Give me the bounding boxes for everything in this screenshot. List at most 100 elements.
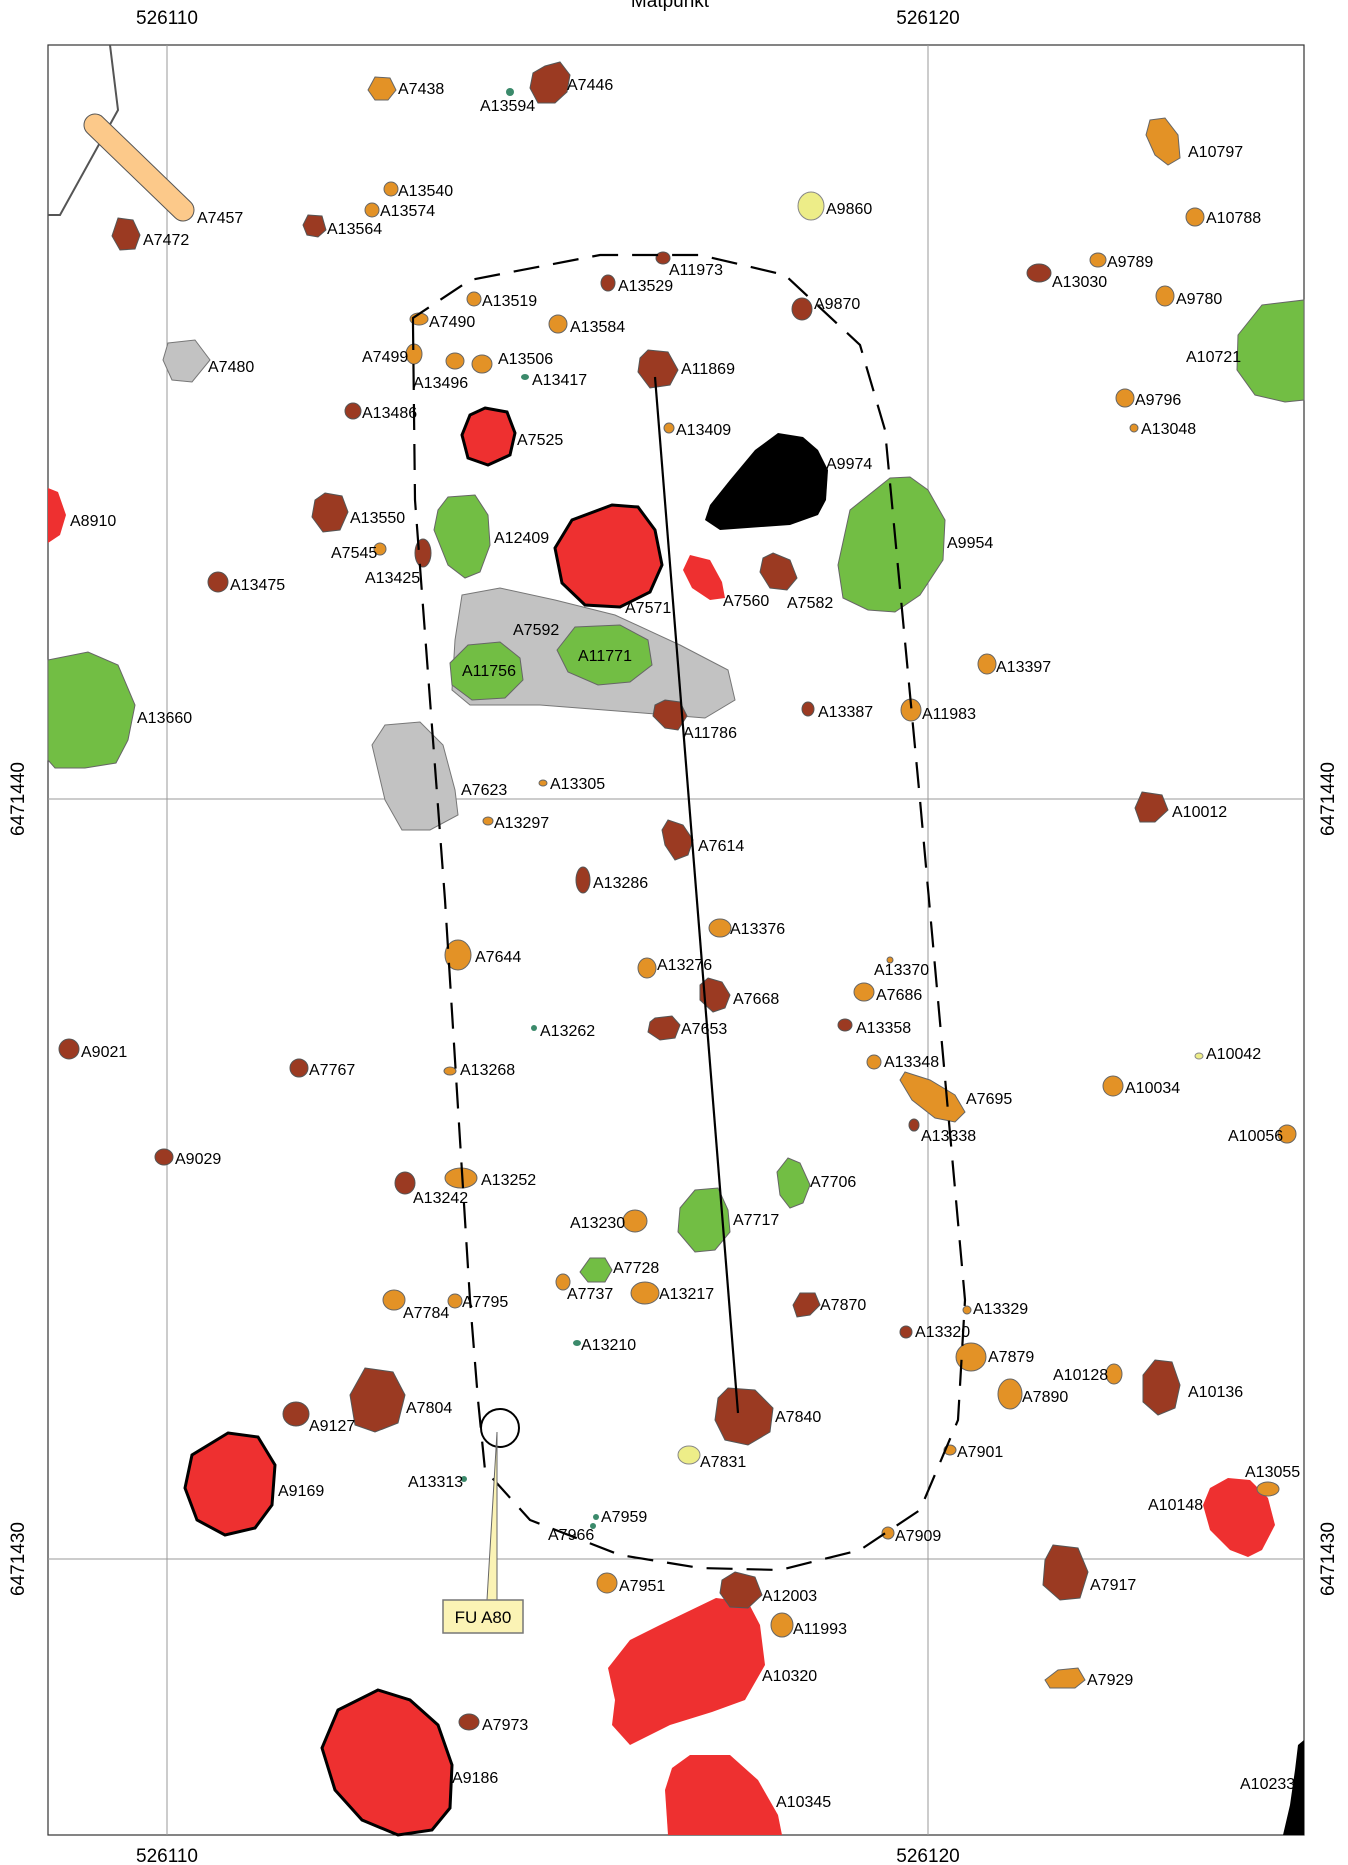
label-a7973: A7973 <box>482 1717 528 1734</box>
label-a13496: A13496 <box>413 375 468 392</box>
feature-a13564 <box>302 214 327 238</box>
label-a7438: A7438 <box>398 81 444 98</box>
feature-a10320 <box>608 1598 765 1745</box>
feature-a13660 <box>47 651 136 769</box>
feature-a13574 <box>364 202 380 218</box>
label-a11983: A11983 <box>922 706 976 723</box>
label-a10797: A10797 <box>1188 144 1243 161</box>
feature-a13496 <box>445 352 465 370</box>
label-a7582: A7582 <box>787 595 833 612</box>
label-a7706: A7706 <box>810 1174 856 1191</box>
label-a13217: A13217 <box>659 1286 714 1303</box>
feature-a7480 <box>162 339 211 383</box>
feature-a13506 <box>471 354 493 374</box>
fu-a80-circle <box>480 1408 520 1448</box>
label-a7653: A7653 <box>681 1021 727 1038</box>
label-a9169: A9169 <box>278 1483 324 1500</box>
feature-a7438 <box>367 76 397 101</box>
feature-a9169 <box>183 1431 277 1537</box>
label-a7784: A7784 <box>403 1305 449 1322</box>
feature-a13387 <box>801 701 815 717</box>
label-a13409: A13409 <box>676 422 731 439</box>
feature-a12409 <box>433 494 491 579</box>
label-a13564: A13564 <box>327 221 382 238</box>
label-a11786: A11786 <box>683 725 737 742</box>
label-a7804: A7804 <box>406 1400 452 1417</box>
y-tick-right-6471430: 6471430 <box>1318 1522 1339 1596</box>
label-a13048: A13048 <box>1141 421 1196 438</box>
label-a10034: A10034 <box>1125 1080 1180 1097</box>
label-a7499: A7499 <box>362 349 408 366</box>
feature-a10042 <box>1194 1052 1204 1060</box>
y-tick-right-6471440: 6471440 <box>1318 762 1339 836</box>
feature-a9186 <box>320 1688 454 1837</box>
label-a7560: A7560 <box>723 593 769 610</box>
header-text: Mätpunkt <box>631 0 710 12</box>
feature-a10136 <box>1142 1359 1181 1416</box>
label-a9796: A9796 <box>1135 392 1181 409</box>
feature-a10128 <box>1105 1363 1123 1385</box>
label-a9789: A9789 <box>1107 254 1153 271</box>
label-a7446: A7446 <box>567 77 613 94</box>
label-a10012: A10012 <box>1172 804 1227 821</box>
feature-a13313 <box>461 1476 467 1482</box>
label-a10788: A10788 <box>1206 210 1261 227</box>
feature-a7870 <box>792 1292 821 1318</box>
label-a13486: A13486 <box>362 405 417 422</box>
feature-a7831 <box>677 1445 701 1465</box>
feature-a13409 <box>663 422 675 434</box>
label-a7870: A7870 <box>820 1297 866 1314</box>
label-a7890: A7890 <box>1022 1389 1068 1406</box>
label-a9021: A9021 <box>81 1044 127 1061</box>
label-a7840: A7840 <box>775 1409 821 1426</box>
feature-a7966 <box>590 1523 596 1529</box>
label-a13338: A13338 <box>921 1128 976 1145</box>
label-a13297: A13297 <box>494 815 549 832</box>
feature-a13417 <box>521 374 529 380</box>
feature-a13305 <box>538 779 548 787</box>
feature-a7890 <box>997 1378 1023 1410</box>
label-a7909: A7909 <box>895 1528 941 1545</box>
feature-a10721 <box>1236 299 1305 403</box>
feature-a13329 <box>962 1305 972 1315</box>
feature-a10034 <box>1102 1075 1124 1097</box>
label-a13397: A13397 <box>996 659 1051 676</box>
label-a9029: A9029 <box>175 1151 221 1168</box>
feature-a7959 <box>593 1514 599 1520</box>
feature-a7737 <box>555 1273 571 1291</box>
feature-a7653 <box>647 1015 681 1041</box>
feature-a13268 <box>443 1066 457 1076</box>
label-a9870: A9870 <box>814 296 860 313</box>
label-a13387: A13387 <box>818 704 873 721</box>
central-line <box>653 376 740 1414</box>
label-a7614: A7614 <box>698 838 744 855</box>
label-a7917: A7917 <box>1090 1577 1136 1594</box>
label-a7490: A7490 <box>429 314 475 331</box>
feature-a13594 <box>506 88 514 96</box>
label-a13348: A13348 <box>884 1054 939 1071</box>
feature-a13030 <box>1026 263 1052 283</box>
feature-a13348 <box>866 1054 882 1070</box>
feature-a13286 <box>575 866 591 894</box>
label-a13506: A13506 <box>498 351 553 368</box>
feature-a9127 <box>282 1401 310 1427</box>
callout-box <box>442 1599 524 1634</box>
feature-a10233 <box>1283 1740 1304 1835</box>
label-a7668: A7668 <box>733 991 779 1008</box>
label-a13055: A13055 <box>1245 1464 1300 1481</box>
feature-a13320 <box>899 1325 913 1339</box>
feature-a7545 <box>373 542 387 556</box>
label-a13540: A13540 <box>398 183 453 200</box>
label-a13660: A13660 <box>137 710 192 727</box>
label-a9186: A9186 <box>452 1770 498 1787</box>
feature-a13217 <box>630 1281 660 1305</box>
feature-a7560 <box>683 555 725 600</box>
label-a7879: A7879 <box>988 1349 1034 1366</box>
label-a13519: A13519 <box>482 293 537 310</box>
feature-a7614 <box>661 819 694 861</box>
feature-a11756 <box>449 641 524 701</box>
feature-a8910 <box>48 488 66 543</box>
feature-a9021 <box>58 1038 80 1060</box>
feature-a7973 <box>458 1713 480 1731</box>
